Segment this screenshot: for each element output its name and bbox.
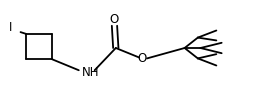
- Text: NH: NH: [81, 66, 99, 79]
- Text: O: O: [110, 13, 119, 26]
- Text: O: O: [138, 52, 147, 65]
- Text: I: I: [9, 21, 13, 34]
